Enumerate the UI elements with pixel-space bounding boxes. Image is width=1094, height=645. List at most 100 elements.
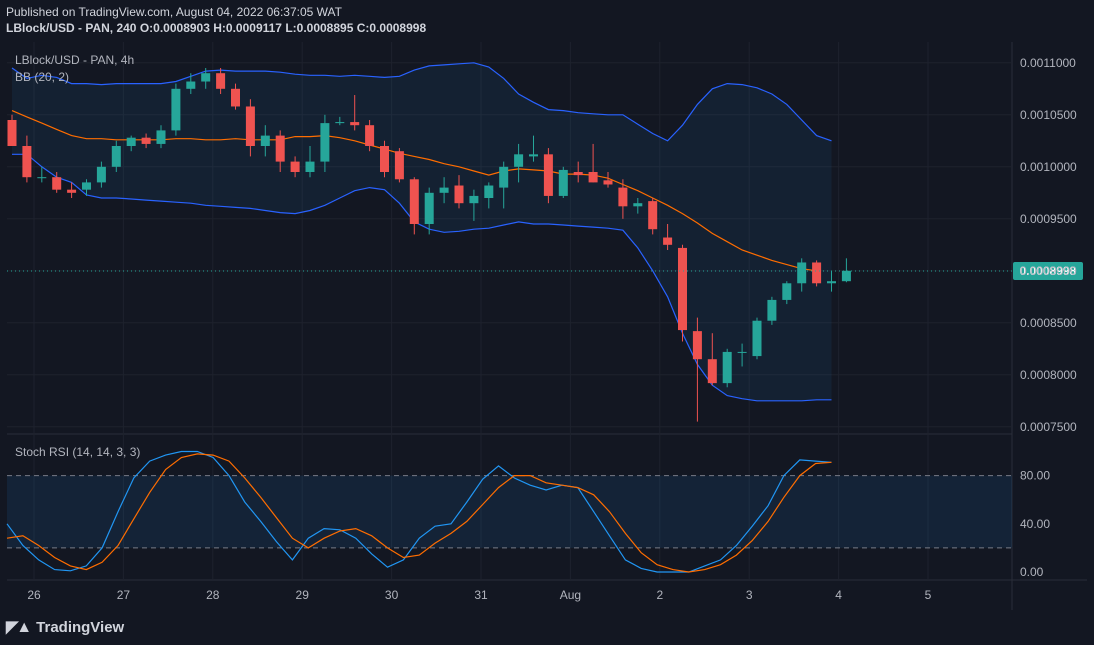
candle-up	[752, 320, 762, 357]
candle-up	[514, 154, 524, 167]
candle-up	[722, 351, 732, 384]
candle-up	[111, 146, 121, 167]
legend-stoch-rsi[interactable]: Stoch RSI (14, 14, 3, 3)	[15, 445, 141, 459]
candle-down	[588, 172, 598, 183]
symbol-ohlc-line: LBlock/USD - PAN, 240 O:0.0008903 H:0.00…	[6, 21, 426, 35]
candle-up	[171, 88, 181, 131]
candle-up	[320, 123, 330, 162]
candle-down	[52, 177, 62, 190]
candle-down	[141, 137, 151, 144]
candle-up	[529, 154, 538, 157]
candle-up	[156, 130, 166, 144]
candle-down	[692, 331, 702, 360]
bb-upper-line	[11, 62, 832, 142]
brand-label: TradingView	[36, 618, 125, 636]
candle-down	[394, 151, 404, 180]
candle-up	[82, 182, 91, 190]
candle-up	[469, 195, 479, 204]
price-tag: 0.0008998	[1020, 264, 1077, 278]
candle-down	[648, 201, 658, 230]
candle-up	[558, 169, 568, 196]
ohlc-open: O:0.0008903	[139, 21, 210, 35]
candle-down	[290, 161, 300, 172]
symbol-label: LBlock/USD - PAN, 240	[6, 21, 137, 35]
tradingview-logo-icon: ◤▲	[6, 619, 32, 636]
price-axis-label: 0.0008000	[1020, 368, 1077, 382]
time-axis-label: 27	[117, 588, 131, 602]
candle-up	[499, 166, 509, 188]
candle-up	[37, 177, 47, 179]
candle-down	[380, 146, 389, 172]
legend-bb[interactable]: BB (20, 2)	[15, 70, 70, 84]
time-axis-label: 30	[385, 588, 399, 602]
candle-down	[812, 262, 822, 284]
candle-down	[454, 185, 464, 204]
candle-up	[201, 73, 211, 82]
price-axis-label: 0.0010500	[1020, 108, 1077, 122]
bb-lower-line	[12, 153, 832, 402]
candle-up	[633, 203, 643, 207]
time-axis-label: 5	[925, 588, 932, 602]
candle-down	[573, 172, 583, 176]
time-axis-label: 31	[474, 588, 488, 602]
tradingview-brand: ◤▲ TradingView	[6, 617, 124, 637]
stoch-axis-label: 80.00	[1020, 469, 1050, 483]
price-tag-box	[1013, 262, 1083, 281]
candle-up	[841, 270, 851, 282]
ohlc-high: H:0.0009117	[213, 21, 282, 35]
time-axis-label: 2	[656, 588, 663, 602]
ohlc-low: L:0.0008895	[285, 21, 354, 35]
price-axis-label: 0.0011000	[1020, 56, 1076, 70]
price-axis-label: 0.0010000	[1020, 160, 1077, 174]
published-line: Published on TradingView.com, August 04,…	[6, 5, 342, 19]
candle-up	[260, 135, 270, 146]
candle-down	[678, 247, 687, 331]
candle-up	[797, 262, 807, 284]
candle-up	[424, 192, 434, 224]
candle-up	[96, 166, 106, 183]
legend-symbol[interactable]: LBlock/USD - PAN, 4h	[15, 53, 135, 67]
candle-up	[827, 281, 836, 284]
time-axis-label: Aug	[560, 588, 581, 602]
time-axis-label: 26	[27, 588, 41, 602]
candle-up	[186, 81, 196, 89]
candle-down	[22, 146, 32, 178]
time-axis-label: 4	[835, 588, 842, 602]
stoch-axis-label: 40.00	[1020, 517, 1050, 531]
candle-up	[737, 351, 747, 353]
price-axis-label: 0.0009000	[1020, 264, 1077, 278]
candle-down	[707, 359, 717, 384]
candle-up	[305, 161, 315, 172]
candle-up	[126, 137, 136, 146]
candle-up	[335, 122, 345, 124]
candle-up	[767, 299, 777, 321]
candle-down	[216, 73, 226, 89]
candle-down	[231, 88, 240, 107]
ohlc-close: C:0.0008998	[356, 21, 427, 35]
stoch-k-line	[6, 450, 832, 573]
candle-up	[439, 187, 449, 193]
candle-down	[350, 122, 360, 126]
time-axis-label: 28	[206, 588, 220, 602]
time-axis-label: 29	[296, 588, 310, 602]
stoch-d-line	[6, 453, 832, 573]
candle-down	[543, 154, 553, 196]
time-axis-label: 3	[746, 588, 753, 602]
candle-down	[365, 125, 375, 146]
candle-down	[275, 135, 285, 162]
candle-down	[7, 120, 17, 146]
candle-down	[67, 189, 77, 193]
bb-fill	[12, 62, 832, 401]
candle-up	[484, 185, 494, 198]
price-axis-label: 0.0007500	[1020, 420, 1077, 434]
candle-down	[618, 187, 628, 207]
price-axis-label: 0.0008500	[1020, 316, 1077, 330]
candle-down	[409, 179, 419, 224]
candle-down	[245, 106, 255, 146]
price-axis-label: 0.0009500	[1020, 212, 1077, 226]
candle-down	[603, 180, 613, 185]
candle-down	[663, 237, 673, 245]
stoch-band-fill	[7, 475, 1012, 548]
stoch-axis-label: 0.00	[1020, 565, 1044, 579]
